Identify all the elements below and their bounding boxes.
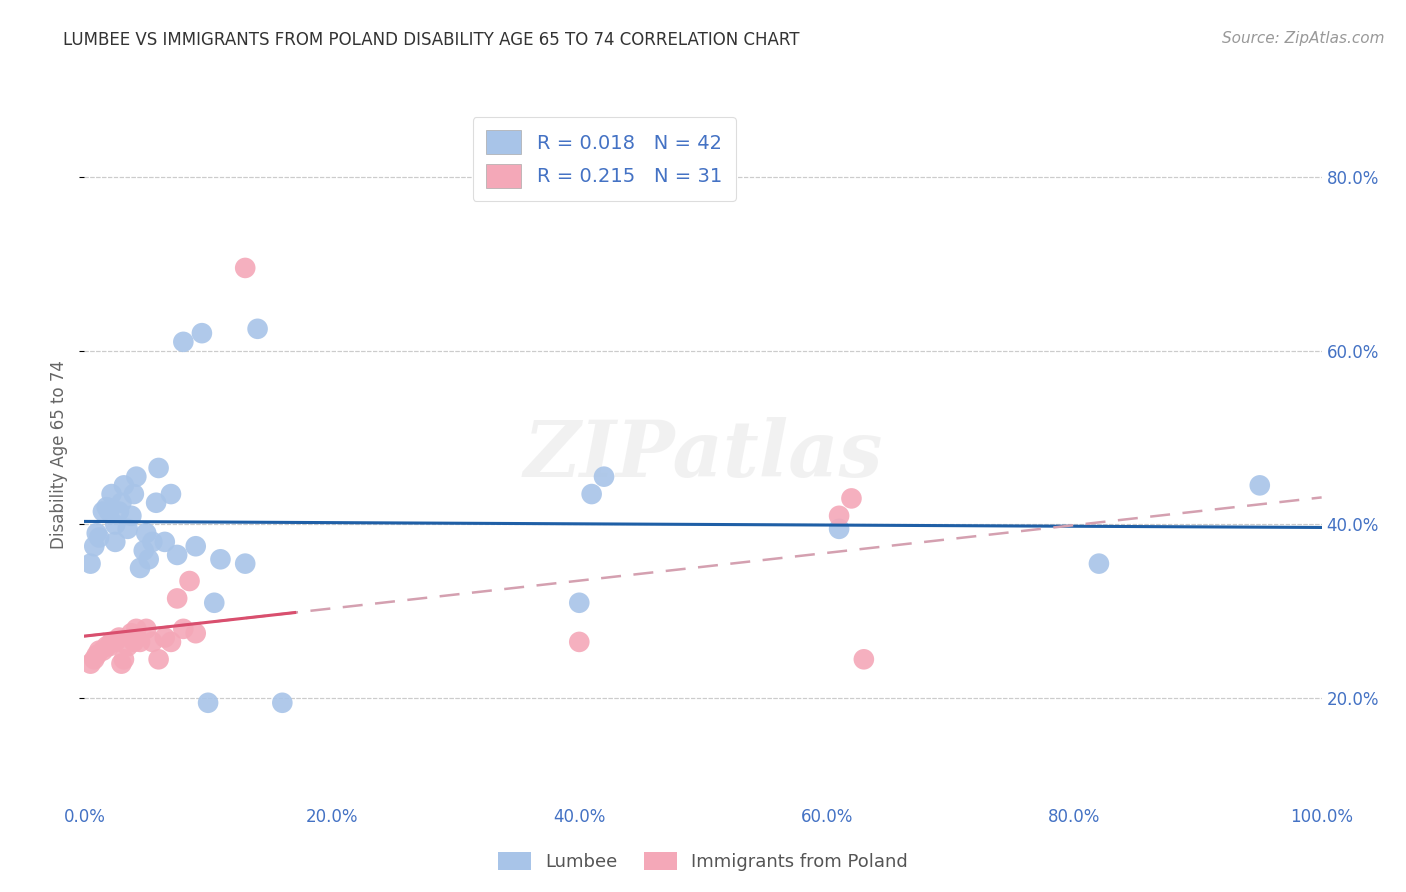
Point [153,534,176,549]
Point [104,635,127,649]
Text: ZIPatlas: ZIPatlas [523,417,883,493]
Point [125,622,148,636]
Point [172,622,194,636]
Legend: Lumbee, Immigrants from Poland: Lumbee, Immigrants from Poland [491,845,915,879]
Point [184,626,207,640]
Point [108,631,131,645]
Point [98,504,121,518]
Legend: R = 0.018   N = 42, R = 0.215   N = 31: R = 0.018 N = 42, R = 0.215 N = 31 [472,117,735,202]
Point [110,496,132,510]
Point [98,639,121,653]
Point [148,652,170,666]
Point [160,487,183,501]
Point [148,461,170,475]
Point [135,622,157,636]
Point [100,635,122,649]
Point [112,652,135,666]
Point [841,491,863,506]
Point [160,635,183,649]
Text: LUMBEE VS IMMIGRANTS FROM POLAND DISABILITY AGE 65 TO 74 CORRELATION CHART: LUMBEE VS IMMIGRANTS FROM POLAND DISABIL… [63,31,800,49]
Point [1249,478,1271,492]
Point [145,496,167,510]
Point [246,322,269,336]
Point [166,548,188,562]
Point [138,552,160,566]
Point [233,260,256,275]
Point [122,487,145,501]
Point [166,591,188,606]
Point [104,534,127,549]
Point [202,596,225,610]
Point [581,487,603,501]
Point [828,508,851,523]
Point [96,500,118,514]
Point [83,652,105,666]
Point [568,635,591,649]
Point [89,643,111,657]
Point [125,469,148,483]
Y-axis label: Disability Age 65 to 74: Disability Age 65 to 74 [51,360,69,549]
Point [184,539,207,553]
Point [108,504,131,518]
Point [132,543,155,558]
Point [191,326,214,340]
Point [209,552,232,566]
Point [129,561,152,575]
Point [110,657,132,671]
Point [91,643,114,657]
Point [593,469,616,483]
Point [179,574,201,588]
Point [96,639,118,653]
Text: Source: ZipAtlas.com: Source: ZipAtlas.com [1222,31,1385,46]
Point [135,526,157,541]
Point [153,631,176,645]
Point [122,635,145,649]
Point [197,696,219,710]
Point [172,334,194,349]
Point [120,508,142,523]
Point [233,557,256,571]
Point [91,504,114,518]
Point [89,531,111,545]
Point [104,517,127,532]
Point [120,626,142,640]
Point [79,657,101,671]
Point [271,696,294,710]
Point [117,522,139,536]
Point [852,652,875,666]
Point [117,639,139,653]
Point [568,596,591,610]
Point [86,526,108,541]
Point [100,487,122,501]
Point [141,635,163,649]
Point [1088,557,1111,571]
Point [112,478,135,492]
Point [86,648,108,662]
Point [83,539,105,553]
Point [79,557,101,571]
Point [828,522,851,536]
Point [141,534,163,549]
Point [129,635,152,649]
